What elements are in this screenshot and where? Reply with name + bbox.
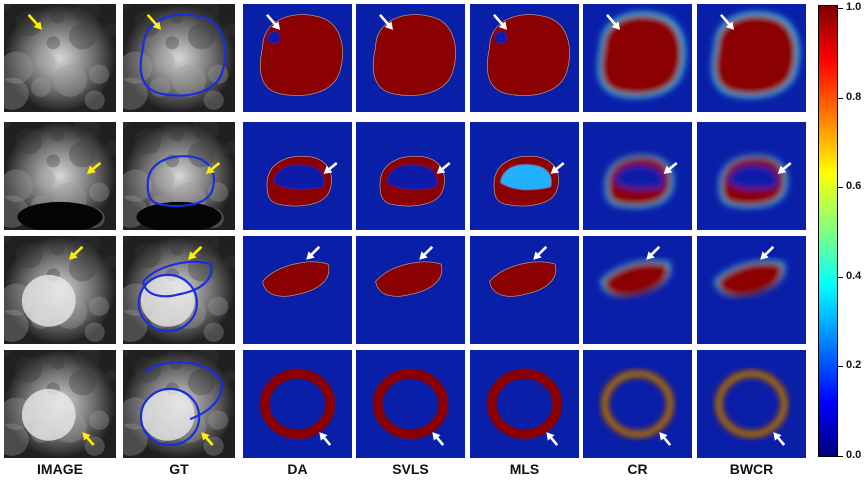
panel-gt-row-3 [123, 236, 235, 344]
panel-gt-row-1 [123, 4, 235, 112]
panel-mls-row-2 [470, 122, 579, 230]
column-label-cr: CR [627, 461, 648, 477]
colorbar-tick-label: 0.6 [846, 180, 862, 193]
colorbar-tick-mark [838, 8, 843, 9]
column-label-gt: GT [169, 461, 189, 477]
panel-image-row-4 [4, 350, 116, 458]
panel-cr-row-2 [583, 122, 692, 230]
panel-svls-row-4 [356, 350, 465, 458]
colorbar-tick-mark [838, 187, 843, 189]
colorbar-tick-label: 0.0 [846, 449, 862, 461]
panel-da-row-4 [243, 350, 352, 458]
column-label-bwcr: BWCR [729, 461, 774, 477]
panel-da-row-3 [243, 236, 352, 344]
colorbar-tick-mark [838, 456, 843, 457]
panel-da-row-2 [243, 122, 352, 230]
panel-image-row-2 [4, 122, 116, 230]
colorbar-tick-label: 0.4 [846, 269, 862, 282]
panel-gt-row-4 [123, 350, 235, 458]
colorbar-tick-label: 0.2 [846, 359, 862, 372]
panel-mls-row-1 [470, 4, 579, 112]
colorbar-tick-label: 1.0 [846, 1, 862, 13]
panel-image-row-1 [4, 4, 116, 112]
panel-cr-row-1 [583, 4, 692, 112]
colorbar-tick-mark [838, 276, 843, 278]
panel-mls-row-3 [470, 236, 579, 344]
panel-bwcr-row-3 [697, 236, 806, 344]
panel-gt-row-2 [123, 122, 235, 230]
column-label-mls: MLS [509, 461, 540, 477]
column-label-da: DA [287, 461, 308, 477]
panel-image-row-3 [4, 236, 116, 344]
panel-cr-row-3 [583, 236, 692, 344]
panel-bwcr-row-1 [697, 4, 806, 112]
column-label-svls: SVLS [392, 461, 429, 477]
colorbar-tick-mark [838, 97, 843, 99]
column-label-image: IMAGE [37, 461, 83, 477]
panel-da-row-1 [243, 4, 352, 112]
colorbar [818, 5, 838, 457]
panel-bwcr-row-2 [697, 122, 806, 230]
panel-bwcr-row-4 [697, 350, 806, 458]
panel-mls-row-4 [470, 350, 579, 458]
panel-svls-row-2 [356, 122, 465, 230]
panel-svls-row-3 [356, 236, 465, 344]
colorbar-tick-label: 0.8 [846, 90, 862, 103]
panel-cr-row-4 [583, 350, 692, 458]
colorbar-tick-mark [838, 366, 843, 368]
panel-svls-row-1 [356, 4, 465, 112]
